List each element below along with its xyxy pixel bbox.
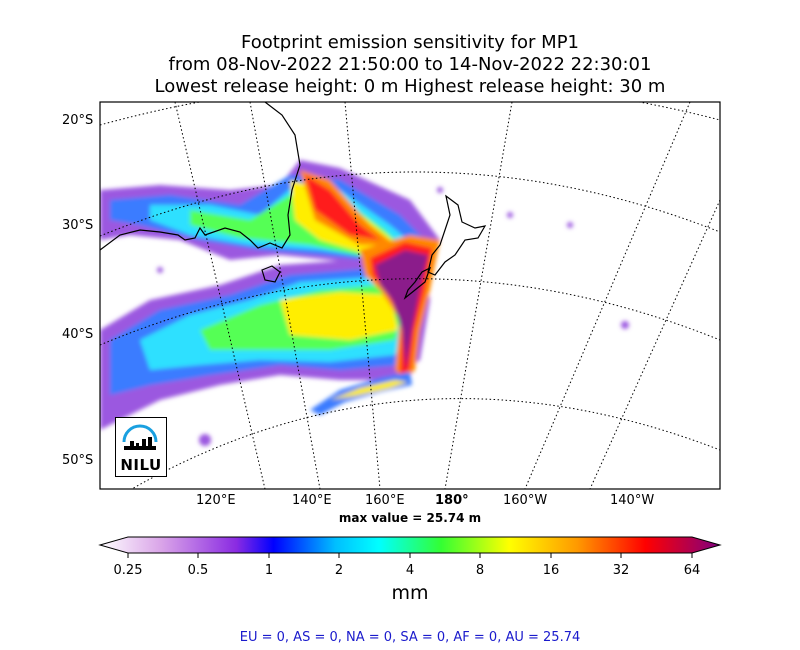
region-totals: EU = 0, AS = 0, NA = 0, SA = 0, AF = 0, …: [239, 630, 581, 645]
colorbar-tick: 1: [264, 563, 274, 578]
colorbar-tick: 16: [542, 563, 560, 578]
colorbar-tick: 0.5: [187, 563, 209, 578]
max-value-label: max value = 25.74 m: [338, 511, 482, 525]
lat-label-20s: 20°S: [62, 113, 94, 128]
map-frame: [99, 101, 721, 490]
lon-label-140e: 140°E: [292, 493, 332, 508]
lon-label-140w: 140°W: [610, 493, 655, 508]
nilu-logo-text: NILU: [120, 456, 162, 474]
lat-label-50s: 50°S: [62, 453, 94, 468]
lon-label-160w: 160°W: [503, 493, 548, 508]
nilu-logo: NILU: [115, 417, 167, 477]
colorbar-tick: 4: [405, 563, 415, 578]
title-line-2: from 08-Nov-2022 21:50:00 to 14-Nov-2022…: [168, 54, 652, 75]
sensitivity-plume: [100, 160, 629, 465]
colorbar-tick: 32: [612, 563, 630, 578]
colorbar-unit: mm: [391, 582, 429, 604]
coastlines: [100, 102, 487, 300]
colorbar-tick: 2: [334, 563, 344, 578]
lon-label-160e: 160°E: [365, 493, 405, 508]
graticule: [100, 102, 720, 489]
title-line-1: Footprint emission sensitivity for MP1: [240, 32, 579, 53]
colorbar-tick: 0.25: [113, 563, 143, 578]
lat-label-40s: 40°S: [62, 327, 94, 342]
lon-label-180: 180°: [435, 493, 469, 508]
colorbar-tick: 8: [475, 563, 485, 578]
lat-label-30s: 30°S: [62, 218, 94, 233]
colorbar-tick: 64: [683, 563, 701, 578]
nilu-logo-icon: [122, 424, 158, 450]
title-line-3: Lowest release height: 0 m Highest relea…: [154, 76, 666, 97]
lon-label-120e: 120°E: [196, 493, 236, 508]
